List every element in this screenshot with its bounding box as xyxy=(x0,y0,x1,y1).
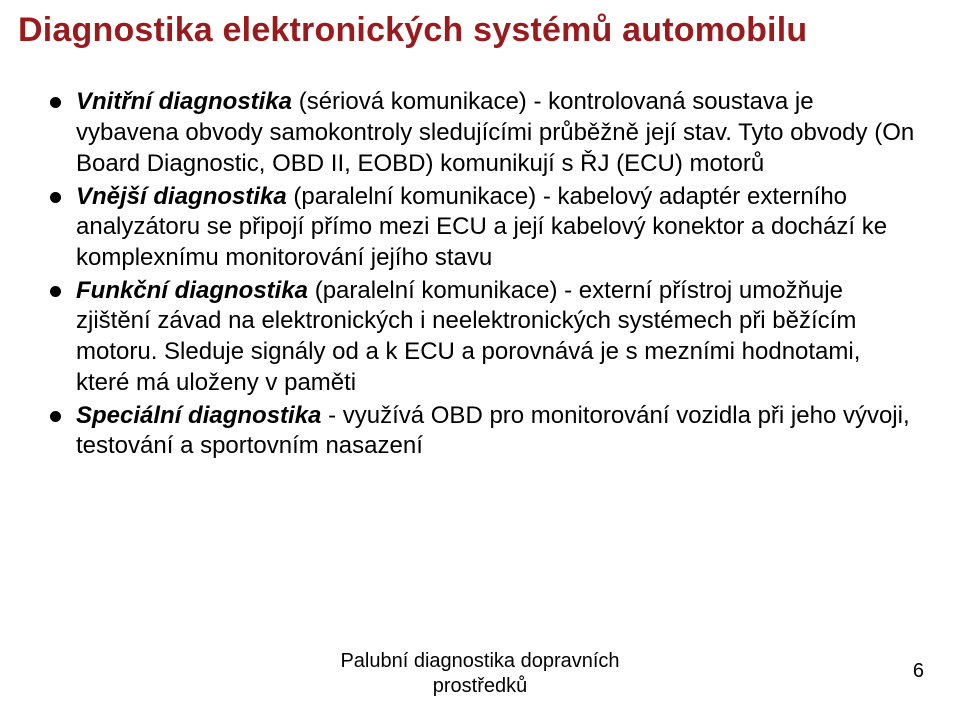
list-item: Funkční diagnostika (paralelní komunikac… xyxy=(46,276,920,399)
bullet-lead: Vnější diagnostika xyxy=(76,183,287,210)
list-item: Vnější diagnostika (paralelní komunikace… xyxy=(46,182,920,274)
page-number: 6 xyxy=(913,660,924,683)
bullet-lead: Vnitřní diagnostika xyxy=(76,88,292,115)
bullet-list: Vnitřní diagnostika (sériová komunikace)… xyxy=(46,87,920,462)
slide: Diagnostika elektronických systémů autom… xyxy=(0,0,960,709)
footer-line-2: prostředků xyxy=(0,674,960,699)
slide-title: Diagnostika elektronických systémů autom… xyxy=(18,12,920,49)
slide-footer: Palubní diagnostika dopravních prostředk… xyxy=(0,649,960,699)
bullet-lead: Funkční diagnostika xyxy=(76,277,308,304)
bullet-lead: Speciální diagnostika xyxy=(76,402,321,429)
list-item: Speciální diagnostika - využívá OBD pro … xyxy=(46,401,920,462)
list-item: Vnitřní diagnostika (sériová komunikace)… xyxy=(46,87,920,179)
footer-line-1: Palubní diagnostika dopravních xyxy=(0,649,960,674)
slide-body: Vnitřní diagnostika (sériová komunikace)… xyxy=(18,87,920,462)
